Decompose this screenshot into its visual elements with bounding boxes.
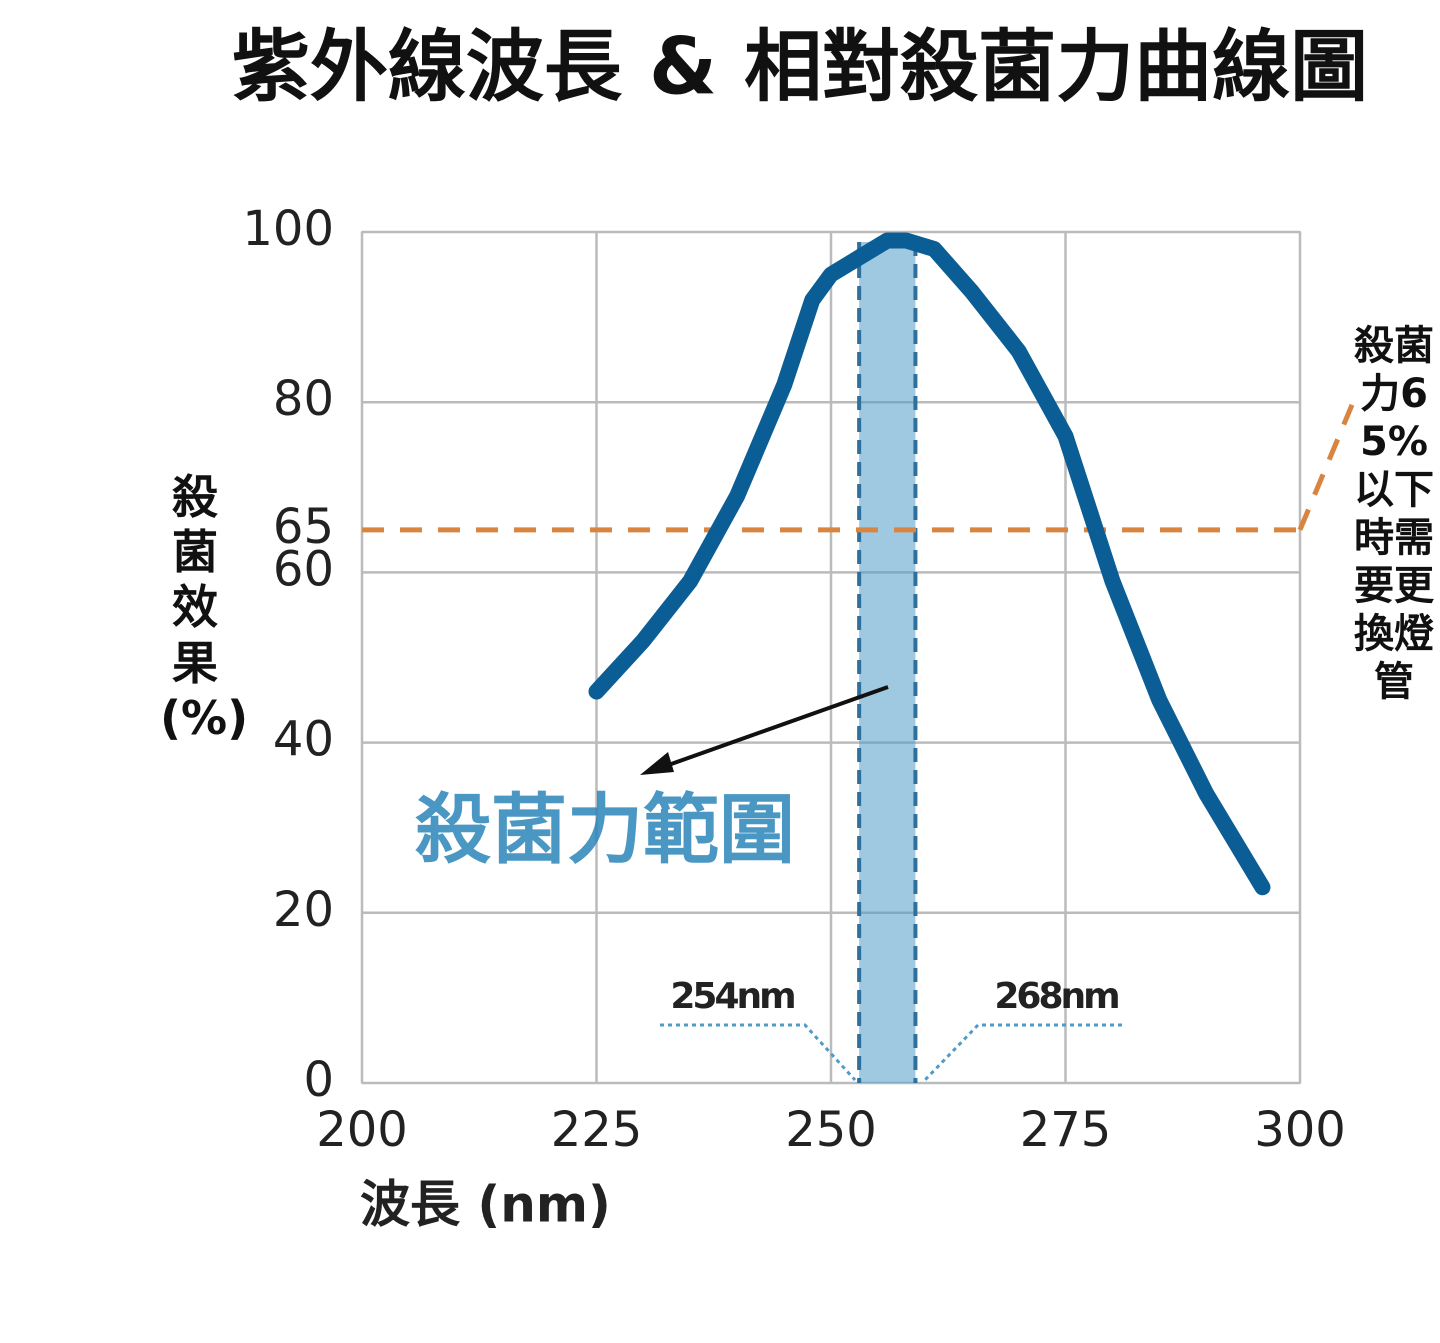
- threshold-note: 殺菌力65%以下時需要更換燈管: [1354, 323, 1434, 705]
- y-tick-label: 40: [273, 712, 334, 768]
- highlight-band: [859, 242, 916, 1083]
- curve: [588, 232, 1271, 896]
- y-tick-label: 60: [273, 541, 334, 597]
- y-tick-label: 80: [273, 371, 334, 427]
- range-edge-label: 268nm: [994, 976, 1118, 1017]
- x-tick-label: 225: [551, 1102, 643, 1158]
- x-tick-label: 300: [1254, 1102, 1346, 1158]
- y-tick-label: 100: [242, 201, 334, 257]
- x-axis-label: 波長 (nm): [360, 1176, 611, 1234]
- leader: [923, 1023, 1122, 1082]
- y-tick-label: 20: [273, 882, 334, 938]
- x-tick-label: 275: [1020, 1102, 1112, 1158]
- leader: [660, 1023, 857, 1082]
- y-axis-label: 殺菌效果 (%): [160, 470, 249, 745]
- threshold-leader: [1297, 403, 1355, 531]
- range-edge-label: 254nm: [670, 976, 794, 1017]
- x-tick-label: 250: [785, 1102, 877, 1158]
- y-tick-label: 65: [273, 499, 334, 555]
- chart-title: 紫外線波長 & 相對殺菌力曲線圖: [232, 22, 1368, 112]
- x-tick-label: 200: [316, 1102, 408, 1158]
- arrow: [659, 685, 889, 770]
- range-label: 殺菌力範圍: [415, 785, 795, 874]
- y-tick-label: 0: [303, 1052, 334, 1108]
- arrow-head: [640, 752, 674, 775]
